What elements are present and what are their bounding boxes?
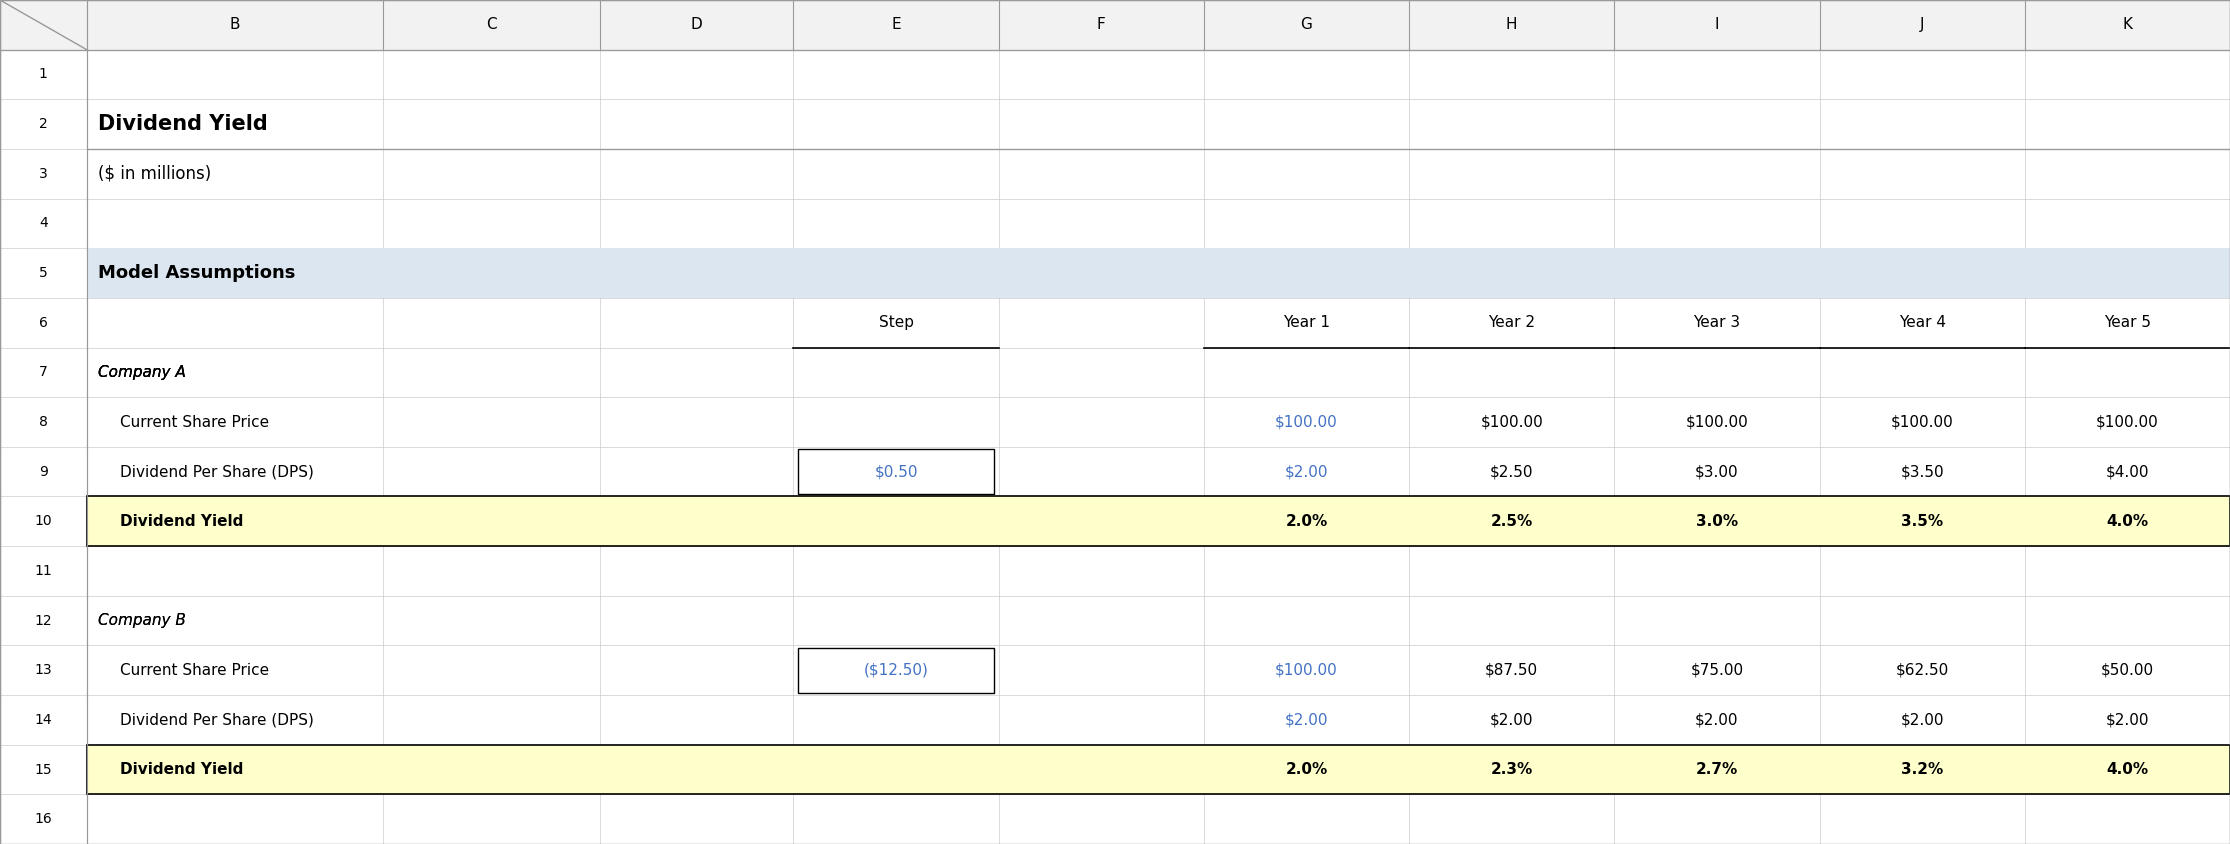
Text: 6: 6	[38, 316, 47, 330]
Text: Year 1: Year 1	[1282, 315, 1329, 330]
Text: 16: 16	[33, 812, 51, 826]
Text: 2.0%: 2.0%	[1284, 514, 1327, 529]
Text: Company B: Company B	[98, 613, 185, 628]
Text: ($ in millions): ($ in millions)	[98, 165, 212, 183]
Text: 2: 2	[38, 117, 47, 131]
FancyBboxPatch shape	[0, 744, 2230, 794]
FancyBboxPatch shape	[0, 398, 2230, 446]
Text: 14: 14	[33, 713, 51, 727]
Text: $62.50: $62.50	[1896, 663, 1949, 678]
Text: 3.5%: 3.5%	[1902, 514, 1942, 529]
Text: Year 3: Year 3	[1693, 315, 1742, 330]
Text: $50.00: $50.00	[2101, 663, 2154, 678]
FancyBboxPatch shape	[0, 248, 2230, 298]
Text: $2.00: $2.00	[2105, 712, 2150, 728]
FancyBboxPatch shape	[0, 646, 2230, 695]
Text: $100.00: $100.00	[1481, 414, 1543, 430]
FancyBboxPatch shape	[0, 596, 2230, 646]
Text: $3.00: $3.00	[1695, 464, 1739, 479]
FancyBboxPatch shape	[87, 744, 2230, 794]
Text: $4.00: $4.00	[2105, 464, 2150, 479]
Text: Dividend Per Share (DPS): Dividend Per Share (DPS)	[120, 712, 314, 728]
Text: 2.0%: 2.0%	[1284, 762, 1327, 777]
Text: Company A: Company A	[98, 365, 185, 380]
Text: Dividend Yield: Dividend Yield	[98, 114, 268, 134]
Text: Step: Step	[879, 315, 914, 330]
Text: Dividend Per Share (DPS): Dividend Per Share (DPS)	[120, 464, 314, 479]
Text: Dividend Yield: Dividend Yield	[120, 514, 243, 529]
FancyBboxPatch shape	[0, 198, 2230, 248]
Text: 1: 1	[38, 68, 47, 82]
FancyBboxPatch shape	[0, 348, 2230, 398]
FancyBboxPatch shape	[0, 546, 2230, 596]
Text: Company B: Company B	[98, 613, 185, 628]
Text: 3.0%: 3.0%	[1695, 514, 1737, 529]
Text: 4: 4	[38, 216, 47, 230]
Text: $0.50: $0.50	[874, 464, 919, 479]
Text: Company A: Company A	[98, 365, 185, 380]
Text: G: G	[1300, 18, 1313, 32]
Text: $87.50: $87.50	[1485, 663, 1539, 678]
Text: J: J	[1920, 18, 1924, 32]
Text: 4.0%: 4.0%	[2107, 762, 2147, 777]
Text: 13: 13	[33, 663, 51, 677]
Text: K: K	[2123, 18, 2132, 32]
FancyBboxPatch shape	[0, 446, 2230, 496]
Text: 7: 7	[38, 365, 47, 379]
FancyBboxPatch shape	[0, 695, 2230, 744]
Text: I: I	[1715, 18, 1719, 32]
Text: $100.00: $100.00	[2096, 414, 2159, 430]
Text: Current Share Price: Current Share Price	[120, 663, 270, 678]
Text: 2.5%: 2.5%	[1490, 514, 1532, 529]
Text: $3.50: $3.50	[1900, 464, 1945, 479]
Text: $2.50: $2.50	[1490, 464, 1534, 479]
FancyBboxPatch shape	[0, 794, 2230, 844]
Text: $2.00: $2.00	[1900, 712, 1945, 728]
Text: Model Assumptions: Model Assumptions	[98, 264, 294, 282]
Text: 3.2%: 3.2%	[1900, 762, 1942, 777]
Text: Dividend Yield: Dividend Yield	[120, 762, 243, 777]
FancyBboxPatch shape	[87, 496, 2230, 546]
FancyBboxPatch shape	[0, 100, 2230, 149]
Text: D: D	[691, 18, 702, 32]
FancyBboxPatch shape	[0, 298, 2230, 348]
Text: 9: 9	[38, 465, 47, 479]
Text: $2.00: $2.00	[1284, 464, 1329, 479]
Text: B: B	[230, 18, 241, 32]
Text: 4.0%: 4.0%	[2107, 514, 2147, 529]
Text: 11: 11	[33, 564, 51, 578]
Text: 12: 12	[33, 614, 51, 628]
Text: 3: 3	[38, 167, 47, 181]
FancyBboxPatch shape	[798, 648, 995, 693]
Text: Year 5: Year 5	[2103, 315, 2152, 330]
Text: C: C	[486, 18, 497, 32]
Text: 8: 8	[38, 415, 47, 429]
Text: Company A: Company A	[98, 365, 185, 380]
Text: 5: 5	[38, 266, 47, 280]
Text: 2.7%: 2.7%	[1695, 762, 1737, 777]
Text: Current Share Price: Current Share Price	[120, 414, 270, 430]
Text: H: H	[1505, 18, 1516, 32]
FancyBboxPatch shape	[0, 149, 2230, 198]
Text: Year 4: Year 4	[1898, 315, 1947, 330]
Text: 15: 15	[33, 762, 51, 776]
FancyBboxPatch shape	[87, 248, 2230, 298]
Text: $100.00: $100.00	[1686, 414, 1748, 430]
Text: E: E	[892, 18, 901, 32]
Text: F: F	[1097, 18, 1106, 32]
Text: $100.00: $100.00	[1891, 414, 1953, 430]
FancyBboxPatch shape	[0, 0, 2230, 50]
Text: $2.00: $2.00	[1490, 712, 1534, 728]
Text: 2.3%: 2.3%	[1490, 762, 1532, 777]
FancyBboxPatch shape	[0, 496, 2230, 546]
Text: $100.00: $100.00	[1276, 663, 1338, 678]
Text: $2.00: $2.00	[1695, 712, 1739, 728]
Text: ($12.50): ($12.50)	[863, 663, 928, 678]
FancyBboxPatch shape	[0, 50, 2230, 100]
Text: $2.00: $2.00	[1284, 712, 1329, 728]
Text: $100.00: $100.00	[1276, 414, 1338, 430]
FancyBboxPatch shape	[798, 449, 995, 494]
Text: 10: 10	[33, 514, 51, 528]
Text: Year 2: Year 2	[1487, 315, 1534, 330]
